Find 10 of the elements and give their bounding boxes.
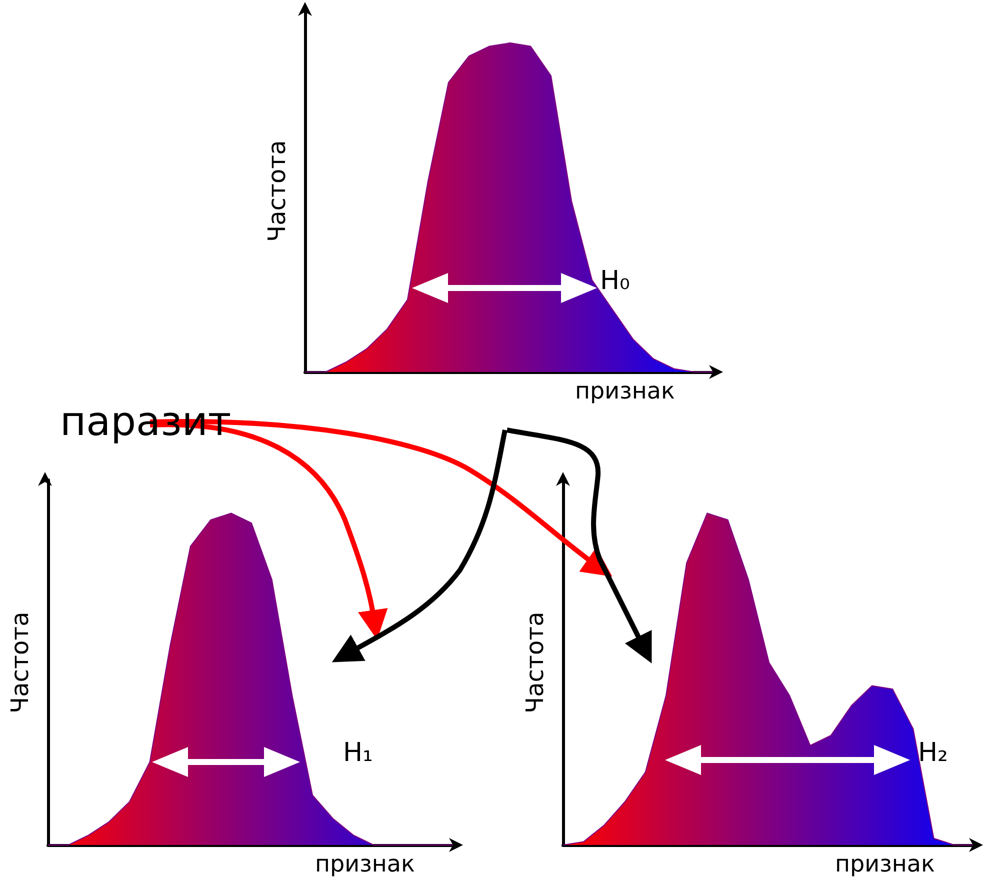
y-axis-title: Частота [521,612,549,714]
y-axis-title: Частота [6,612,34,714]
annotation: H₀ [600,266,630,296]
x-axis-title: признак [575,378,675,404]
annotation: H₁ [343,738,373,768]
text: паразит [60,399,232,445]
x-axis-title: признак [835,852,935,878]
x-axis-title: признак [315,852,415,878]
y-axis-title: Частота [263,140,291,242]
annotation: H₂ [918,738,948,768]
